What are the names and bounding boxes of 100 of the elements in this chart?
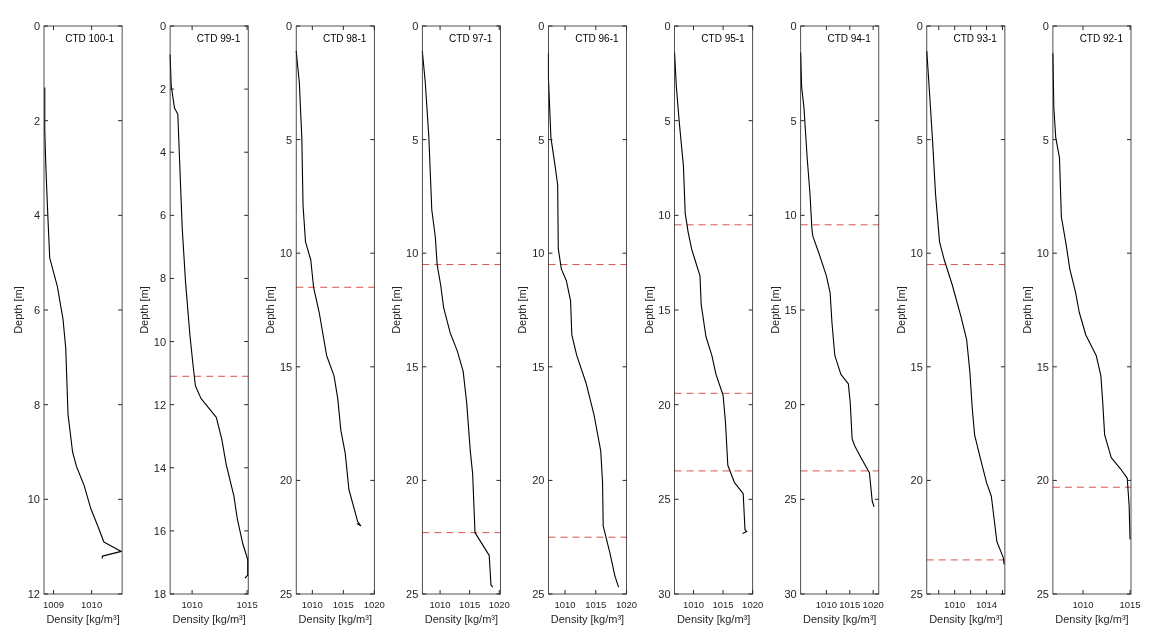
y-tick-label: 6 bbox=[33, 304, 40, 316]
y-tick-label: 8 bbox=[33, 398, 40, 411]
text: CTD 96-1 bbox=[575, 33, 619, 44]
y-tick-label: 10 bbox=[27, 493, 40, 506]
y-tick-label: 25 bbox=[279, 588, 293, 600]
y-tick-label: 15 bbox=[279, 360, 293, 373]
y-tick-label: 4 bbox=[159, 146, 167, 159]
y-tick-label: 5 bbox=[286, 133, 293, 146]
x-tick-label: 1010 bbox=[554, 599, 576, 610]
y-axis-title: Depth [m] bbox=[138, 286, 151, 334]
y-tick-label: 30 bbox=[784, 588, 797, 600]
x-tick-label: 1015 bbox=[585, 599, 607, 610]
y-tick-label: 20 bbox=[279, 474, 293, 487]
y-tick-label: 10 bbox=[910, 247, 923, 260]
y-tick-label: 20 bbox=[784, 398, 797, 411]
y-tick-label: 0 bbox=[664, 20, 671, 32]
x-tick-label: 1014 bbox=[975, 599, 998, 610]
x-axis-title: Density [kg/m³] bbox=[46, 613, 120, 625]
y-tick-label: 12 bbox=[153, 398, 167, 411]
text: CTD 97-1 bbox=[449, 33, 493, 44]
x-tick-label: 1020 bbox=[615, 599, 638, 610]
y-tick-label: 25 bbox=[658, 493, 671, 506]
x-axis-title: Density [kg/m³] bbox=[676, 613, 751, 625]
y-tick-label: 2 bbox=[33, 114, 40, 127]
x-axis-title: Density [kg/m³] bbox=[172, 613, 246, 625]
x-tick-label: 1010 bbox=[81, 599, 103, 610]
y-tick-label: 10 bbox=[406, 247, 419, 260]
y-tick-label: 0 bbox=[1042, 20, 1049, 32]
y-tick-label: 30 bbox=[658, 588, 671, 600]
y-tick-label: 8 bbox=[159, 272, 167, 285]
y-axis-title: Depth [m] bbox=[1020, 286, 1033, 334]
x-axis-title: Density [kg/m³] bbox=[424, 613, 499, 625]
y-tick-label: 20 bbox=[532, 474, 545, 487]
y-tick-label: 25 bbox=[1036, 588, 1049, 600]
y-tick-label: 15 bbox=[784, 304, 797, 316]
y-tick-label: 16 bbox=[153, 524, 167, 537]
y-axis-title: Depth [m] bbox=[12, 286, 24, 334]
y-tick-label: 0 bbox=[916, 20, 923, 32]
y-tick-label: 15 bbox=[1036, 360, 1049, 373]
y-tick-label: 10 bbox=[658, 209, 671, 222]
y-tick-label: 20 bbox=[910, 474, 923, 487]
x-tick-label: 1015 bbox=[1119, 599, 1141, 610]
y-tick-label: 12 bbox=[27, 588, 40, 600]
y-tick-label: 5 bbox=[1042, 133, 1049, 146]
y-tick-label: 20 bbox=[658, 398, 671, 411]
y-axis-title: Depth [m] bbox=[642, 286, 655, 334]
y-tick-label: 5 bbox=[412, 133, 419, 146]
x-axis-title: Density [kg/m³] bbox=[929, 613, 1003, 625]
y-tick-label: 5 bbox=[916, 133, 923, 146]
text: CTD 92-1 bbox=[1079, 33, 1124, 44]
y-tick-label: 0 bbox=[790, 20, 797, 32]
x-tick-label: 1020 bbox=[742, 599, 764, 610]
y-tick-label: 15 bbox=[658, 304, 671, 316]
text: CTD 93-1 bbox=[953, 33, 998, 44]
text: CTD 94-1 bbox=[827, 33, 872, 44]
y-tick-label: 2 bbox=[159, 83, 167, 96]
y-tick-label: 20 bbox=[406, 474, 419, 487]
x-tick-label: 1010 bbox=[1072, 599, 1094, 610]
y-tick-label: 0 bbox=[412, 20, 419, 32]
x-tick-label: 1010 bbox=[682, 599, 705, 610]
y-tick-label: 0 bbox=[538, 20, 545, 32]
y-tick-label: 18 bbox=[153, 588, 167, 600]
y-tick-label: 15 bbox=[910, 360, 923, 373]
x-tick-label: 1010 bbox=[301, 599, 323, 610]
line-series bbox=[926, 50, 1005, 566]
text: CTD 99-1 bbox=[196, 33, 241, 44]
y-tick-label: 25 bbox=[406, 588, 419, 600]
y-axis-title: Depth [m] bbox=[894, 286, 907, 334]
y-tick-label: 4 bbox=[33, 209, 40, 222]
y-tick-label: 0 bbox=[33, 20, 40, 32]
y-tick-label: 20 bbox=[1036, 474, 1049, 487]
y-tick-label: 15 bbox=[532, 360, 545, 373]
x-tick-label: 1020 bbox=[363, 599, 385, 610]
y-tick-label: 10 bbox=[1036, 247, 1049, 260]
y-tick-label: 10 bbox=[784, 209, 797, 222]
x-tick-label: 1010 bbox=[181, 599, 203, 610]
y-tick-label: 6 bbox=[159, 209, 167, 222]
x-tick-label: 1010 bbox=[429, 599, 451, 610]
x-axis-title: Density [kg/m³] bbox=[1055, 613, 1129, 625]
x-tick-label: 1020 bbox=[862, 599, 884, 610]
y-axis-title: Depth [m] bbox=[390, 286, 403, 334]
y-tick-label: 10 bbox=[532, 247, 545, 260]
text: CTD 95-1 bbox=[701, 33, 746, 44]
y-tick-label: 10 bbox=[153, 335, 167, 348]
y-tick-label: 5 bbox=[790, 114, 797, 127]
x-tick-label: 1015 bbox=[712, 599, 734, 610]
text: CTD 98-1 bbox=[322, 33, 367, 44]
x-tick-label: 1015 bbox=[459, 599, 481, 610]
x-axis-title: Density [kg/m³] bbox=[803, 613, 877, 625]
y-tick-label: 0 bbox=[159, 20, 167, 32]
y-axis-title: Depth [m] bbox=[768, 286, 781, 334]
x-axis-title: Density [kg/m³] bbox=[298, 613, 372, 625]
y-axis-title: Depth [m] bbox=[264, 286, 277, 334]
x-tick-label: 1020 bbox=[488, 599, 510, 610]
y-tick-label: 5 bbox=[538, 133, 545, 146]
x-tick-label: 1015 bbox=[332, 599, 354, 610]
y-tick-label: 25 bbox=[910, 588, 923, 600]
y-axis-title: Depth [m] bbox=[516, 286, 529, 334]
y-tick-label: 25 bbox=[532, 588, 545, 600]
y-tick-label: 5 bbox=[664, 114, 671, 127]
